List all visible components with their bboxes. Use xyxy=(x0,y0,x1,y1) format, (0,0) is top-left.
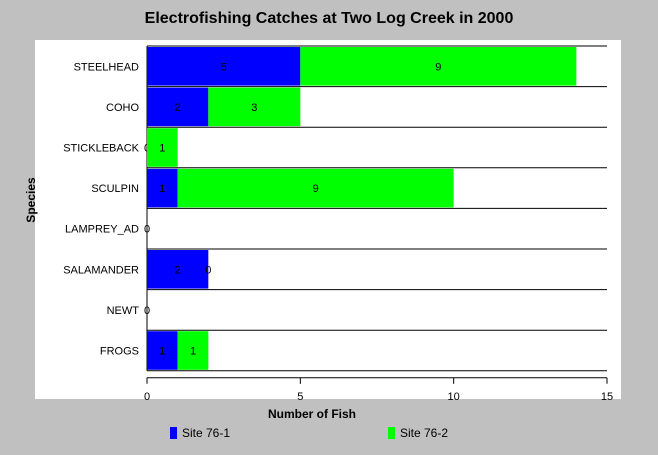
plot-frame xyxy=(35,40,621,399)
bar-segment xyxy=(147,331,178,370)
category-label: SCULPIN xyxy=(91,183,139,195)
category-label: NEWT xyxy=(107,305,140,317)
data-label: 5 xyxy=(221,61,227,73)
legend-item-site-76-1: Site 76-1 xyxy=(170,426,230,440)
data-label: 1 xyxy=(159,183,165,195)
x-tick-label: 0 xyxy=(144,391,150,403)
bar-segment xyxy=(177,331,209,370)
bar-segment xyxy=(147,250,209,289)
data-label: 2 xyxy=(175,102,181,114)
bar-segment xyxy=(147,87,209,127)
bar-segment xyxy=(147,128,178,167)
bar-segment xyxy=(147,168,178,208)
data-label: 0 xyxy=(144,224,150,236)
bar-segment xyxy=(147,47,301,86)
data-label: 0 xyxy=(205,264,211,276)
data-label: 9 xyxy=(313,183,319,195)
data-label: 0 xyxy=(144,305,150,317)
x-axis-title: Number of Fish xyxy=(268,407,356,421)
data-label: 3 xyxy=(251,102,257,114)
y-axis-title: Species xyxy=(24,177,38,223)
data-label: 9 xyxy=(435,61,441,73)
chart-title: Electrofishing Catches at Two Log Creek … xyxy=(144,10,514,27)
data-label: 1 xyxy=(159,346,165,358)
legend-label-site-76-2: Site 76-2 xyxy=(400,426,449,440)
legend-item-site-76-2: Site 76-2 xyxy=(388,426,448,440)
category-label: LAMPREY_AD xyxy=(65,224,139,236)
data-label: 1 xyxy=(190,346,196,358)
bar-segment xyxy=(300,47,577,86)
bar-segment xyxy=(208,87,301,127)
category-label: STICKLEBACK xyxy=(63,143,139,155)
legend-swatch-site-76-1 xyxy=(170,427,177,439)
category-label: FROGS xyxy=(100,346,139,358)
legend-label-site-76-1: Site 76-1 xyxy=(182,426,231,440)
category-label: STEELHEAD xyxy=(74,61,139,73)
data-label: 2 xyxy=(175,264,181,276)
category-label: COHO xyxy=(106,102,139,114)
data-label: 1 xyxy=(159,143,165,155)
bar-segment xyxy=(177,168,454,208)
x-tick-label: 5 xyxy=(297,391,303,403)
legend-swatch-site-76-2 xyxy=(388,427,395,439)
category-label: SALAMANDER xyxy=(63,264,139,276)
x-tick-label: 15 xyxy=(601,391,613,403)
x-tick-label: 10 xyxy=(448,391,460,403)
